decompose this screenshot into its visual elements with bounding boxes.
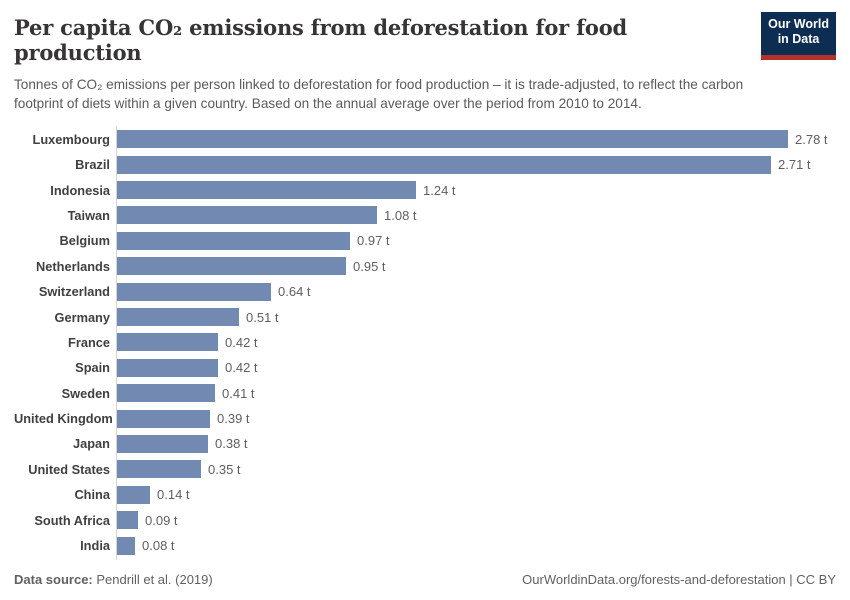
value-label: 0.64 t	[278, 284, 311, 300]
chart-row: Spain 0.42 t	[14, 355, 836, 380]
chart-subtitle: Tonnes of CO₂ emissions per person linke…	[14, 77, 744, 112]
bar[interactable]	[116, 130, 788, 149]
value-label: 0.42 t	[225, 360, 258, 376]
owid-logo-line2: in Data	[777, 32, 820, 47]
owid-logo-line1: Our World	[768, 17, 829, 31]
chart-row: Brazil 2.71 t	[14, 152, 836, 177]
bar[interactable]	[116, 384, 215, 403]
country-label: Netherlands	[36, 258, 110, 274]
country-label: United Kingdom	[14, 411, 113, 427]
chart-header: Per capita CO₂ emissions from deforestat…	[14, 10, 836, 65]
data-source: Data source: Pendrill et al. (2019)	[14, 572, 213, 587]
bar[interactable]	[116, 333, 218, 352]
chart-row: India 0.08 t	[14, 533, 836, 558]
owid-credit-link[interactable]: OurWorldinData.org/forests-and-deforesta…	[522, 572, 836, 587]
bar[interactable]	[116, 511, 138, 530]
bar[interactable]	[116, 155, 771, 174]
bar[interactable]	[116, 181, 416, 200]
country-label: Luxembourg	[32, 131, 111, 147]
country-label: Germany	[54, 309, 110, 325]
country-label: India	[80, 538, 110, 554]
chart-row: Sweden 0.41 t	[14, 381, 836, 406]
chart-row: South Africa 0.09 t	[14, 507, 836, 532]
bar[interactable]	[116, 257, 346, 276]
bar[interactable]	[116, 282, 271, 301]
chart-row: United States 0.35 t	[14, 457, 836, 482]
value-label: 0.38 t	[215, 436, 248, 452]
value-label: 0.41 t	[222, 385, 255, 401]
value-label: 0.35 t	[208, 461, 241, 477]
country-label: Taiwan	[67, 207, 110, 223]
owid-logo[interactable]: Our World in Data	[761, 12, 836, 60]
chart-row: Indonesia 1.24 t	[14, 177, 836, 202]
chart-row: Netherlands 0.95 t	[14, 254, 836, 279]
value-label: 0.95 t	[353, 258, 386, 274]
value-label: 2.78 t	[795, 131, 828, 147]
value-label: 0.08 t	[142, 538, 175, 554]
bar[interactable]	[116, 485, 150, 504]
country-label: Sweden	[61, 385, 110, 401]
value-label: 0.14 t	[157, 487, 190, 503]
chart-row: Belgium 0.97 t	[14, 228, 836, 253]
data-source-label: Data source:	[14, 572, 93, 587]
bar-chart: Luxembourg 2.78 t Brazil 2.71 t Indonesi…	[14, 125, 836, 561]
country-label: Spain	[75, 360, 110, 376]
country-label: Indonesia	[50, 182, 110, 198]
value-label: 0.51 t	[246, 309, 279, 325]
value-label: 1.24 t	[423, 182, 456, 198]
chart-row: Germany 0.51 t	[14, 304, 836, 329]
bar[interactable]	[116, 308, 239, 327]
data-source-value: Pendrill et al. (2019)	[96, 572, 213, 587]
chart-footer: Data source: Pendrill et al. (2019) OurW…	[14, 572, 836, 587]
chart-row: Switzerland 0.64 t	[14, 279, 836, 304]
value-label: 0.97 t	[357, 233, 390, 249]
chart-row: Japan 0.38 t	[14, 431, 836, 456]
value-label: 1.08 t	[384, 207, 417, 223]
country-label: Switzerland	[38, 284, 110, 300]
chart-row: Taiwan 1.08 t	[14, 203, 836, 228]
chart-row: Luxembourg 2.78 t	[14, 127, 836, 152]
chart-row: France 0.42 t	[14, 330, 836, 355]
bar-rows: Luxembourg 2.78 t Brazil 2.71 t Indonesi…	[14, 127, 836, 559]
country-label: United States	[28, 461, 110, 477]
country-label: South Africa	[34, 512, 110, 528]
country-label: China	[74, 487, 110, 503]
country-label: Japan	[73, 436, 110, 452]
chart-row: United Kingdom 0.39 t	[14, 406, 836, 431]
bar[interactable]	[116, 358, 218, 377]
bar[interactable]	[116, 536, 135, 555]
bar[interactable]	[116, 231, 350, 250]
value-label: 0.39 t	[217, 411, 250, 427]
bar[interactable]	[116, 460, 201, 479]
country-label: Brazil	[75, 157, 110, 173]
bar[interactable]	[116, 434, 208, 453]
chart-row: China 0.14 t	[14, 482, 836, 507]
value-label: 0.42 t	[225, 334, 258, 350]
value-label: 2.71 t	[778, 157, 811, 173]
bar[interactable]	[116, 409, 210, 428]
bar[interactable]	[116, 206, 377, 225]
page-title: Per capita CO₂ emissions from deforestat…	[14, 15, 628, 65]
y-axis-line	[116, 125, 117, 561]
country-label: Belgium	[59, 233, 110, 249]
country-label: France	[68, 334, 110, 350]
value-label: 0.09 t	[145, 512, 178, 528]
